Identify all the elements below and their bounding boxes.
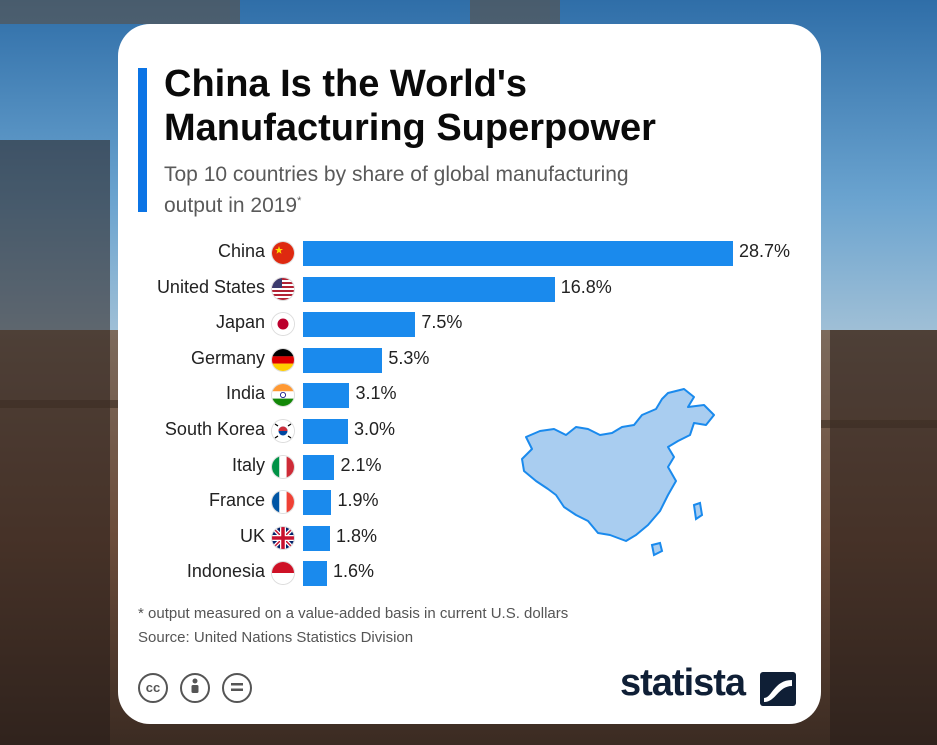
background-tower-right bbox=[830, 330, 937, 745]
category-label: France bbox=[208, 490, 265, 511]
china-flag-icon bbox=[272, 242, 294, 264]
infographic-card bbox=[118, 24, 821, 724]
france-flag-icon bbox=[272, 491, 294, 514]
category-label: UK bbox=[239, 525, 265, 546]
subtitle-line-1: Top 10 countries by share of global manu… bbox=[164, 163, 629, 186]
nd-icon[interactable] bbox=[222, 673, 252, 703]
china-map-icon bbox=[521, 388, 715, 557]
title-line-2: Manufacturing Superpower bbox=[164, 107, 656, 149]
bar bbox=[303, 561, 327, 587]
bar-row: United States 16.8% bbox=[120, 271, 820, 307]
data-label: 7.5% bbox=[421, 312, 463, 333]
italy-flag-icon bbox=[272, 455, 294, 478]
by-icon[interactable] bbox=[180, 673, 210, 703]
bar bbox=[303, 347, 383, 373]
bar bbox=[303, 383, 350, 409]
south-korea-flag-icon bbox=[272, 420, 294, 442]
chart-subtitle: Top 10 countries by share of global manu… bbox=[164, 162, 744, 219]
china-mainland-shape bbox=[521, 388, 715, 542]
bar-row: South Korea 3.0% bbox=[120, 413, 820, 449]
bar-row: Germany 5.3% bbox=[120, 342, 820, 378]
footnote: * output measured on a value-added basis… bbox=[138, 605, 569, 622]
bar-row: France 1.9% bbox=[120, 484, 820, 520]
united-states-flag-icon bbox=[272, 277, 294, 300]
data-label: 28.7% bbox=[739, 241, 791, 261]
uk-flag-icon bbox=[272, 526, 294, 549]
data-label: 2.1% bbox=[340, 454, 382, 475]
statista-logo-icon[interactable] bbox=[760, 672, 796, 706]
bar bbox=[303, 276, 555, 302]
category-label: Japan bbox=[215, 312, 265, 333]
india-flag-icon bbox=[272, 384, 294, 407]
data-label: 1.6% bbox=[332, 561, 374, 582]
source-note: Source: United Nations Statistics Divisi… bbox=[138, 629, 414, 646]
bar-row: UK 1.8% bbox=[120, 520, 820, 556]
subtitle-footnote-mark: * bbox=[297, 195, 302, 207]
equals-icon bbox=[231, 683, 243, 691]
bar-row: China 28.7% bbox=[120, 235, 820, 271]
bar bbox=[303, 419, 348, 444]
indonesia-flag-icon bbox=[272, 562, 294, 585]
category-label: India bbox=[225, 383, 265, 404]
background-beam bbox=[820, 420, 937, 428]
background-beam bbox=[0, 400, 120, 408]
data-label: 5.3% bbox=[388, 347, 430, 368]
data-label: 3.0% bbox=[353, 419, 395, 439]
category-label: China bbox=[217, 241, 265, 261]
taiwan-shape bbox=[692, 501, 704, 521]
bar bbox=[303, 312, 416, 338]
background-roof-right bbox=[470, 0, 560, 24]
background-roof-left bbox=[0, 0, 240, 24]
statista-logo-text[interactable]: statista bbox=[620, 662, 746, 704]
background-tower-left bbox=[0, 140, 110, 745]
cc-icon[interactable]: cc bbox=[138, 673, 168, 703]
hainan-shape bbox=[650, 541, 664, 557]
bar bbox=[303, 454, 335, 480]
bar bbox=[303, 525, 330, 551]
bar bbox=[303, 490, 332, 516]
category-label: South Korea bbox=[164, 419, 265, 439]
subtitle-line-2: output in 2019 bbox=[164, 194, 298, 217]
bar-row: Indonesia 1.6% bbox=[120, 555, 820, 591]
data-label: 3.1% bbox=[355, 383, 397, 404]
data-label: 1.9% bbox=[337, 490, 379, 511]
title-accent-bar bbox=[138, 68, 147, 212]
bar-row: India 3.1% bbox=[120, 377, 820, 413]
bar-row: Italy 2.1% bbox=[120, 449, 820, 485]
person-icon bbox=[191, 678, 199, 693]
category-label: United States bbox=[156, 276, 265, 297]
category-label: Germany bbox=[190, 347, 265, 368]
page-title: China Is the World's Manufacturing Super… bbox=[164, 62, 784, 150]
bar-row: Japan 7.5% bbox=[120, 306, 820, 342]
title-line-1: China Is the World's bbox=[164, 63, 528, 105]
category-label: Italy bbox=[231, 454, 265, 475]
bar-chart: China 28.7% United States 16.8% Japan 7.5% Ger… bbox=[120, 230, 820, 590]
data-label: 1.8% bbox=[335, 525, 377, 546]
germany-flag-icon bbox=[272, 348, 294, 371]
japan-flag-icon bbox=[272, 313, 294, 336]
data-label: 16.8% bbox=[560, 276, 612, 297]
category-label: Indonesia bbox=[186, 561, 265, 582]
bar bbox=[303, 241, 733, 266]
